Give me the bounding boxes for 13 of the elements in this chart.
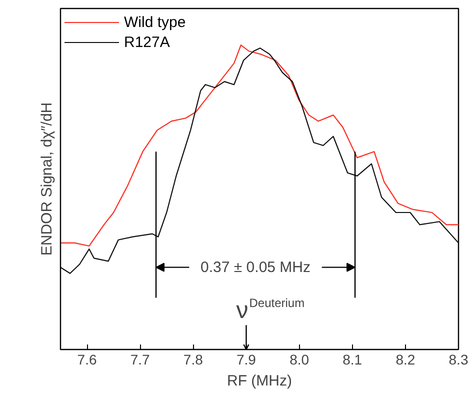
x-tick-label: 8.3 — [448, 352, 468, 368]
x-tick-label: 7.6 — [77, 352, 97, 368]
x-tick-label: 7.8 — [183, 352, 204, 368]
x-axis-title: RF (MHz) — [227, 372, 292, 390]
annotation: 0.37 ± 0.05 MHz — [200, 258, 310, 276]
legend-label: R127A — [124, 34, 170, 50]
x-tick-label: 7.7 — [130, 352, 150, 368]
x-tick-label: 8.0 — [290, 352, 310, 368]
legend-label: Wild type — [124, 14, 186, 30]
x-tick-label: 7.9 — [236, 352, 256, 368]
x-tick-label: 8.2 — [396, 352, 416, 368]
y-axis-title: ENDOR Signal, dχ″/dH — [38, 102, 56, 256]
x-tick-label: 8.1 — [342, 352, 362, 368]
